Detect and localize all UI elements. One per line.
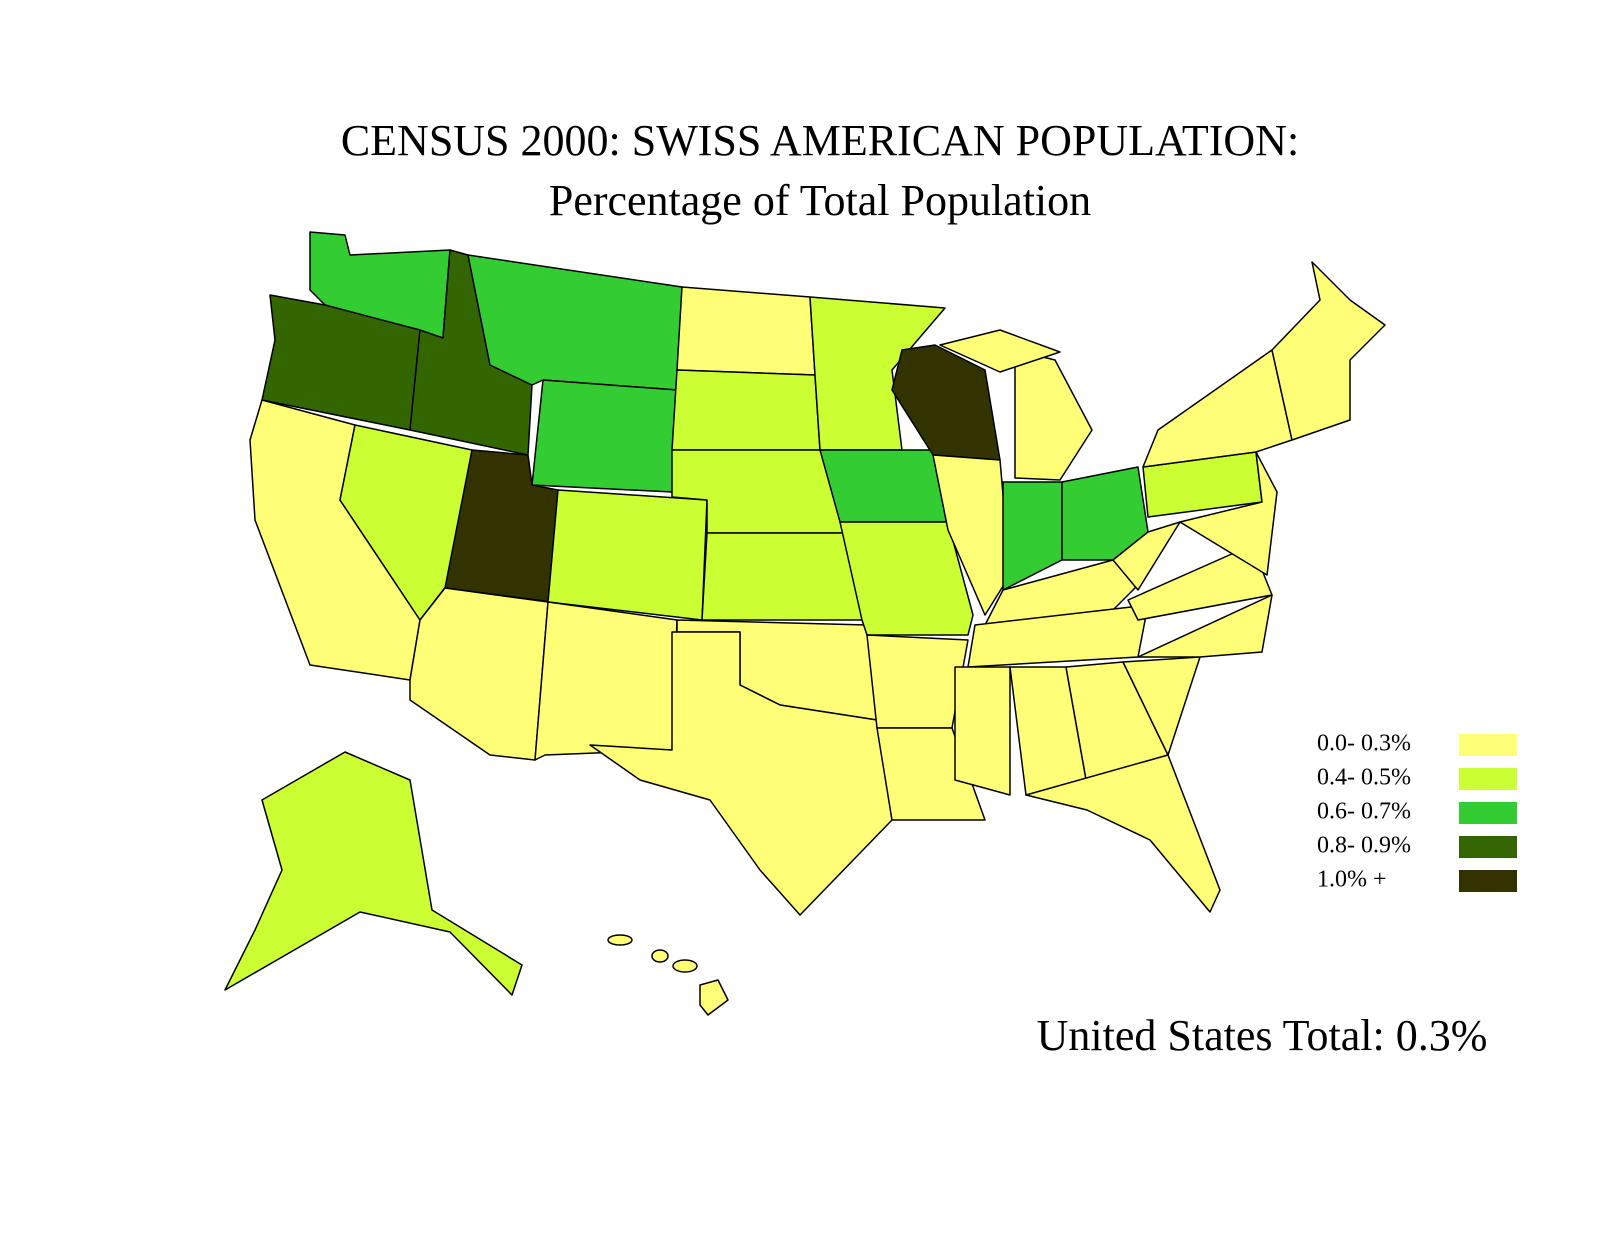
us-total-note: United States Total: 0.3% xyxy=(1037,1011,1488,1060)
state xyxy=(547,489,708,621)
state xyxy=(651,949,669,963)
state xyxy=(699,979,729,1016)
state xyxy=(671,369,821,451)
state-map xyxy=(224,231,1386,1016)
state xyxy=(1014,349,1093,481)
state xyxy=(1122,656,1201,756)
state xyxy=(1137,594,1273,658)
state xyxy=(224,751,523,996)
legend-swatch xyxy=(1459,734,1517,756)
legend-swatch xyxy=(1459,802,1517,824)
state xyxy=(589,631,893,916)
state xyxy=(672,959,698,973)
title: CENSUS 2000: SWISS AMERICAN POPULATION: xyxy=(341,116,1299,165)
state xyxy=(409,587,549,761)
state xyxy=(939,329,1061,373)
state xyxy=(984,559,1139,626)
state xyxy=(467,254,683,391)
legend-swatch xyxy=(1459,768,1517,790)
state xyxy=(819,449,949,523)
state xyxy=(701,532,863,621)
legend: 0.0- 0.3% 0.4- 0.5% 0.6- 0.7% 0.8- 0.9% 1.0%… xyxy=(1317,731,1517,893)
legend-label: 0.6- 0.7% xyxy=(1317,799,1411,825)
legend-label: 1.0% + xyxy=(1317,867,1387,893)
state xyxy=(1142,349,1293,468)
legend-label: 0.4- 0.5% xyxy=(1317,765,1411,791)
state xyxy=(607,934,633,946)
state xyxy=(1179,451,1278,576)
state xyxy=(866,634,969,729)
state xyxy=(1271,261,1386,441)
state xyxy=(534,601,678,761)
state xyxy=(932,454,1011,616)
legend-swatch xyxy=(1459,870,1517,892)
state xyxy=(954,666,1011,796)
subtitle: Percentage of Total Population xyxy=(549,176,1091,225)
state xyxy=(1127,544,1273,621)
legend-label: 0.8- 0.9% xyxy=(1317,833,1411,859)
legend-label: 0.0- 0.3% xyxy=(1317,731,1411,757)
state xyxy=(676,286,816,376)
state xyxy=(531,379,678,493)
legend-swatch xyxy=(1459,836,1517,858)
state xyxy=(1002,481,1063,591)
